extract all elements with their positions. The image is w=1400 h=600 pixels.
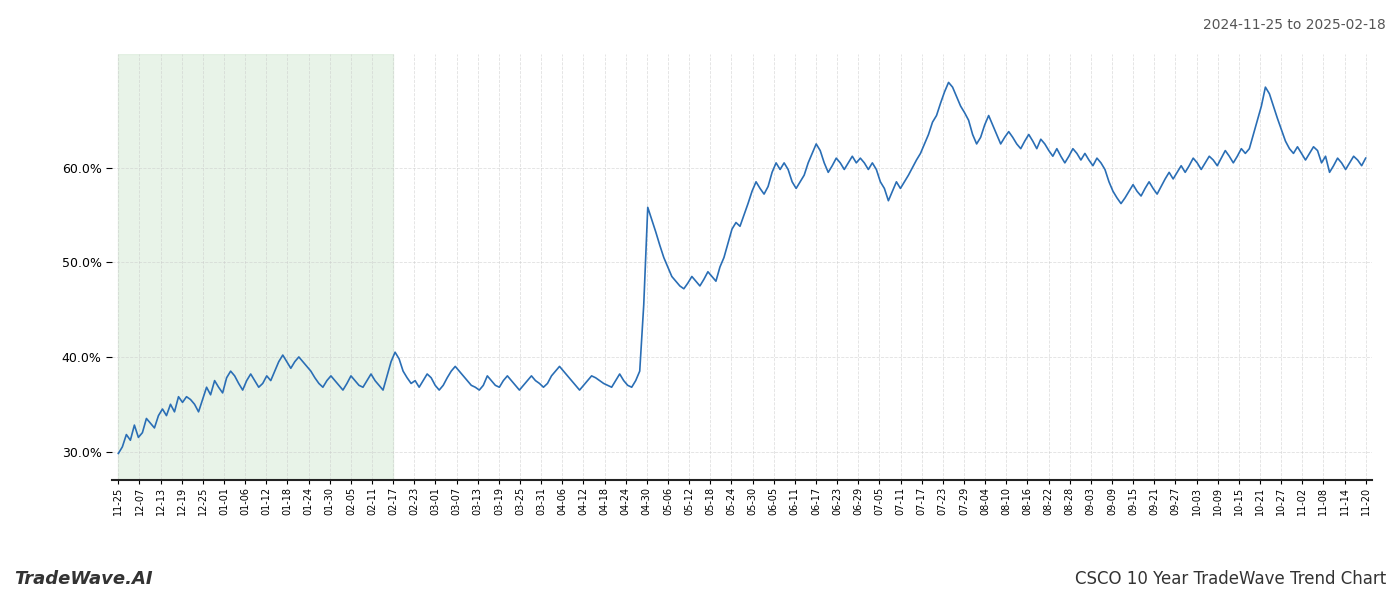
Text: TradeWave.AI: TradeWave.AI — [14, 570, 153, 588]
Text: 2024-11-25 to 2025-02-18: 2024-11-25 to 2025-02-18 — [1203, 18, 1386, 32]
Text: CSCO 10 Year TradeWave Trend Chart: CSCO 10 Year TradeWave Trend Chart — [1075, 570, 1386, 588]
Bar — [119, 54, 393, 480]
